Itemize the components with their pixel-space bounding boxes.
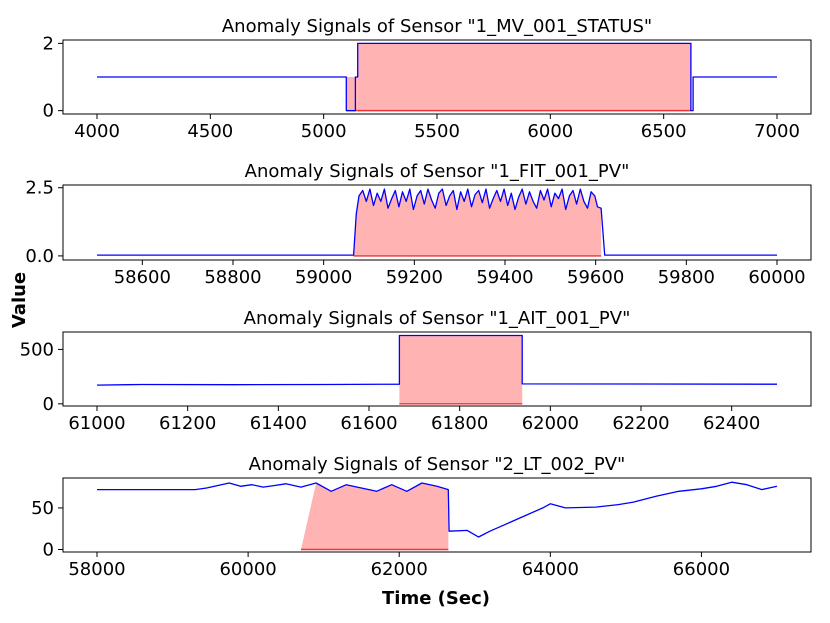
x-tick-label: 58800	[204, 267, 261, 288]
y-tick-label: 50	[31, 498, 54, 519]
plot-area	[96, 334, 778, 405]
x-tick-label: 62000	[371, 559, 428, 580]
y-tick-label: 2.5	[25, 178, 54, 199]
panel-3: Anomaly Signals of Sensor "1_AIT_001_PV"…	[20, 308, 812, 434]
panel-4: Anomaly Signals of Sensor "2_LT_002_PV" 5…	[31, 454, 812, 580]
x-tick-label: 61400	[250, 413, 307, 434]
plot-area	[97, 188, 777, 257]
x-tick-label: 61600	[340, 413, 397, 434]
x-tick-label: 6000	[527, 121, 573, 142]
x-tick-label: 59200	[386, 267, 443, 288]
panel-title: Anomaly Signals of Sensor "2_LT_002_PV"	[249, 454, 626, 475]
x-tick-label: 64000	[522, 559, 579, 580]
panel-title: Anomaly Signals of Sensor "1_MV_001_STAT…	[222, 16, 652, 37]
x-tick-label: 59800	[658, 267, 715, 288]
panel-title: Anomaly Signals of Sensor "1_AIT_001_PV"	[244, 308, 631, 329]
x-tick-label: 62400	[703, 413, 760, 434]
signal-line	[97, 42, 777, 112]
anomaly-region	[399, 335, 523, 404]
y-tick-label: 0.0	[25, 246, 54, 267]
x-tick-label: 58600	[114, 267, 171, 288]
x-tick-label: 61200	[159, 413, 216, 434]
x-tick-label: 66000	[673, 559, 730, 580]
x-tick-label: 61800	[431, 413, 488, 434]
x-tick-label: 61000	[68, 413, 125, 434]
y-tick-label: 0	[43, 540, 54, 561]
y-tick-label: 0	[43, 101, 54, 122]
anomaly-region	[353, 189, 602, 256]
panel-1: Anomaly Signals of Sensor "1_MV_001_STAT…	[43, 16, 812, 142]
y-tick-label: 0	[43, 394, 54, 415]
anomaly-region	[357, 43, 691, 111]
x-tick-label: 7000	[754, 121, 800, 142]
panel-title: Anomaly Signals of Sensor "1_FIT_001_PV"	[245, 161, 630, 182]
axes-frame	[62, 477, 812, 553]
x-tick-label: 4500	[187, 121, 233, 142]
x-axis-label: Time (Sec)	[382, 588, 490, 609]
signal-line	[96, 334, 778, 386]
plot-area	[97, 42, 777, 112]
x-tick-label: 60000	[219, 559, 276, 580]
x-tick-label: 60000	[748, 267, 805, 288]
x-tick-label: 62000	[522, 413, 579, 434]
plot-area	[97, 481, 778, 551]
x-tick-label: 59000	[295, 267, 352, 288]
x-tick-label: 4000	[74, 121, 120, 142]
y-tick-label: 500	[20, 339, 54, 360]
anomaly-region	[301, 482, 449, 550]
signal-line	[97, 481, 778, 538]
x-tick-label: 5500	[414, 121, 460, 142]
x-tick-label: 58000	[68, 559, 125, 580]
y-tick-label: 2	[43, 33, 54, 54]
y-axis-label: Value	[9, 272, 30, 328]
x-tick-label: 5000	[301, 121, 347, 142]
axes-frame	[62, 331, 812, 407]
x-tick-label: 62200	[612, 413, 669, 434]
x-tick-label: 59400	[476, 267, 533, 288]
signal-line	[97, 188, 777, 256]
x-tick-label: 59600	[567, 267, 624, 288]
anomaly-region	[346, 77, 358, 111]
x-tick-label: 6500	[641, 121, 687, 142]
panel-2: Anomaly Signals of Sensor "1_FIT_001_PV"…	[25, 161, 812, 288]
axes-frame	[62, 184, 812, 261]
